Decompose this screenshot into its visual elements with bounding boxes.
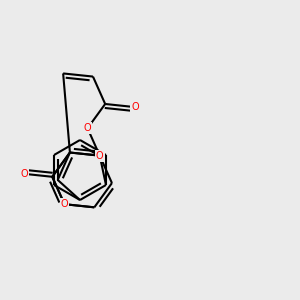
Text: O: O: [131, 102, 139, 112]
Text: O: O: [96, 151, 103, 161]
Text: O: O: [61, 199, 68, 209]
Text: O: O: [20, 169, 28, 179]
Text: O: O: [84, 123, 92, 133]
